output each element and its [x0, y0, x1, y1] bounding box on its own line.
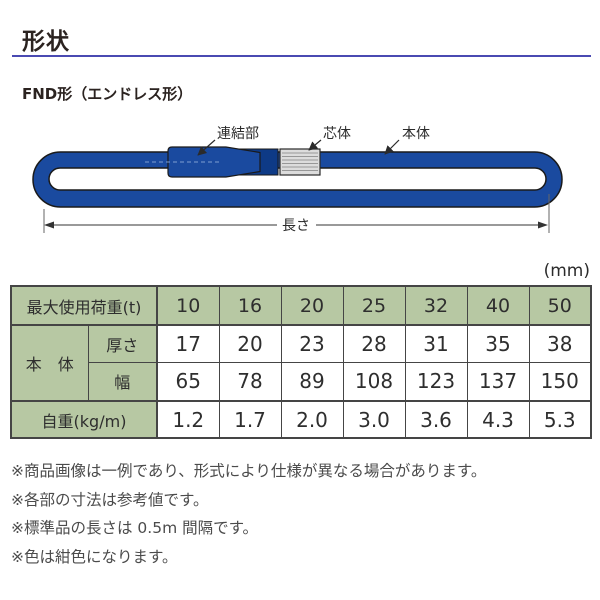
- weight-label: 自重(kg/m): [10, 400, 158, 439]
- label-body: 本体: [402, 126, 430, 142]
- thickness-value: 28: [342, 324, 406, 363]
- footnote: ※標準品の長さは 0.5m 間隔です。: [11, 519, 259, 537]
- label-core: 芯体: [323, 126, 351, 142]
- load-value: 16: [218, 285, 282, 326]
- thickness-value: 35: [466, 324, 530, 363]
- weight-value: 4.3: [466, 400, 530, 439]
- model-subtitle: FND形（エンドレス形）: [22, 85, 193, 103]
- weight-value: 2.0: [280, 400, 344, 439]
- load-value: 50: [528, 285, 592, 326]
- weight-value: 3.6: [404, 400, 468, 439]
- thickness-value: 20: [218, 324, 282, 363]
- width-value: 65: [156, 361, 220, 402]
- load-value: 20: [280, 285, 344, 326]
- width-value: 78: [218, 361, 282, 402]
- spec-table: 最大使用荷重(t) 10 16 20 25 32 40 50 本 体 厚さ 17…: [10, 285, 592, 439]
- label-length: 長さ: [282, 218, 310, 234]
- footnotes: ※商品画像は一例であり、形式により仕様が異なる場合があります。 ※各部の寸法は参…: [11, 457, 486, 571]
- core-arrow: [308, 139, 322, 151]
- sling-diagram: 連結部 芯体 本体 長さ (mm): [32, 126, 590, 281]
- connector-sleeve: [167, 146, 261, 178]
- header-load-label: 最大使用荷重(t): [10, 285, 158, 326]
- weight-value: 3.0: [342, 400, 406, 439]
- body-arrow: [384, 139, 400, 155]
- thickness-label: 厚さ: [87, 324, 158, 363]
- width-label: 幅: [87, 361, 158, 402]
- width-value: 150: [528, 361, 592, 402]
- weight-value: 1.7: [218, 400, 282, 439]
- table-row-weight: 自重(kg/m) 1.2 1.7 2.0 3.0 3.6 4.3 5.3: [10, 400, 592, 439]
- table-row-thickness: 本 体 厚さ 17 20 23 28 31 35 38: [10, 324, 592, 402]
- footnote: ※色は紺色になります。: [11, 547, 178, 566]
- load-value: 10: [156, 285, 220, 326]
- unit-label: (mm): [544, 261, 590, 281]
- width-value: 89: [280, 361, 344, 402]
- load-value: 32: [404, 285, 468, 326]
- footnote: ※各部の寸法は参考値です。: [11, 490, 209, 509]
- sling-ring: [32, 151, 563, 208]
- length-dimension: 長さ: [43, 194, 550, 234]
- weight-value: 5.3: [528, 400, 592, 439]
- table-row-width: 幅 65 78 89 108 123 137 150: [11, 361, 592, 402]
- page-title: 形状: [22, 29, 70, 55]
- thickness-value: 23: [280, 324, 344, 363]
- footnote: ※商品画像は一例であり、形式により仕様が異なる場合があります。: [11, 462, 487, 480]
- width-value: 108: [342, 361, 406, 402]
- width-value: 123: [404, 361, 468, 402]
- thickness-value: 17: [156, 324, 220, 363]
- width-value: 137: [466, 361, 530, 402]
- load-value: 40: [466, 285, 530, 326]
- body-group-label: 本 体: [10, 324, 89, 402]
- label-connector: 連結部: [217, 126, 259, 142]
- load-value: 25: [342, 285, 406, 326]
- connector-arrow: [197, 139, 216, 156]
- title-underline: [12, 55, 591, 57]
- table-row-header: 最大使用荷重(t) 10 16 20 25 32 40 50: [10, 285, 592, 326]
- thickness-value: 31: [404, 324, 468, 363]
- core-section: [279, 148, 321, 176]
- weight-value: 1.2: [156, 400, 220, 439]
- thickness-value: 38: [528, 324, 592, 363]
